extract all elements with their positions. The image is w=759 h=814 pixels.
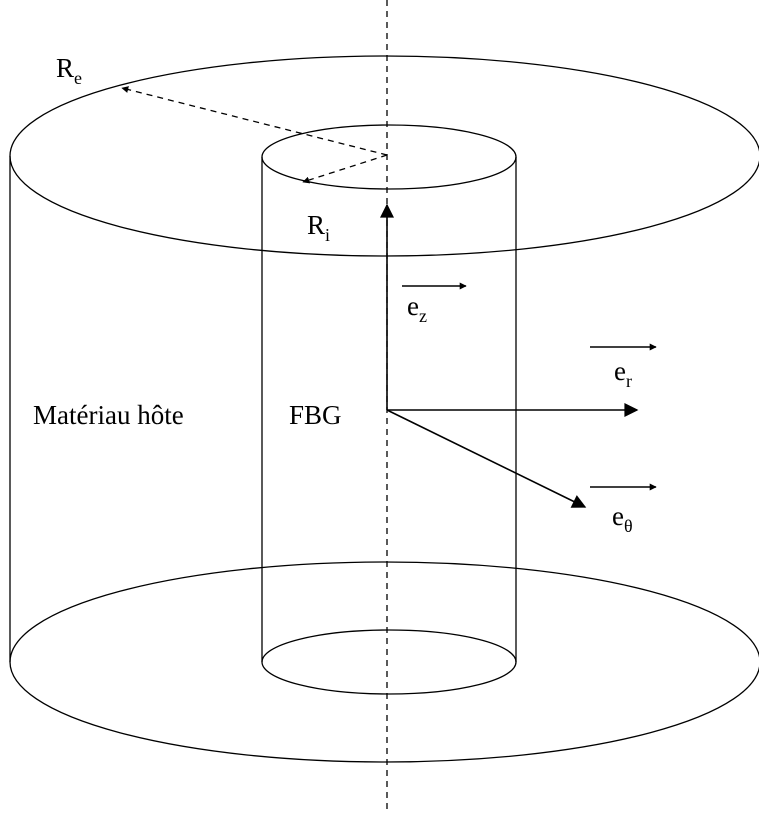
etheta-label: eθ [612, 501, 633, 536]
inner-cylinder-top [261, 124, 517, 190]
host-material-label: Matériau hôte [33, 400, 184, 430]
inner-radius-label: Ri [307, 210, 330, 245]
theta-axis-arrow [386, 409, 587, 508]
outer-cylinder-bottom [9, 561, 759, 763]
ez-label: ez [407, 291, 427, 326]
er-label: er [614, 356, 632, 391]
outer-radius-label: Re [56, 53, 82, 88]
outer-radius-arrow [121, 86, 388, 156]
fbg-label: FBG [289, 400, 342, 430]
inner-radius-arrow [302, 154, 388, 184]
inner-cylinder-bottom [261, 629, 517, 695]
